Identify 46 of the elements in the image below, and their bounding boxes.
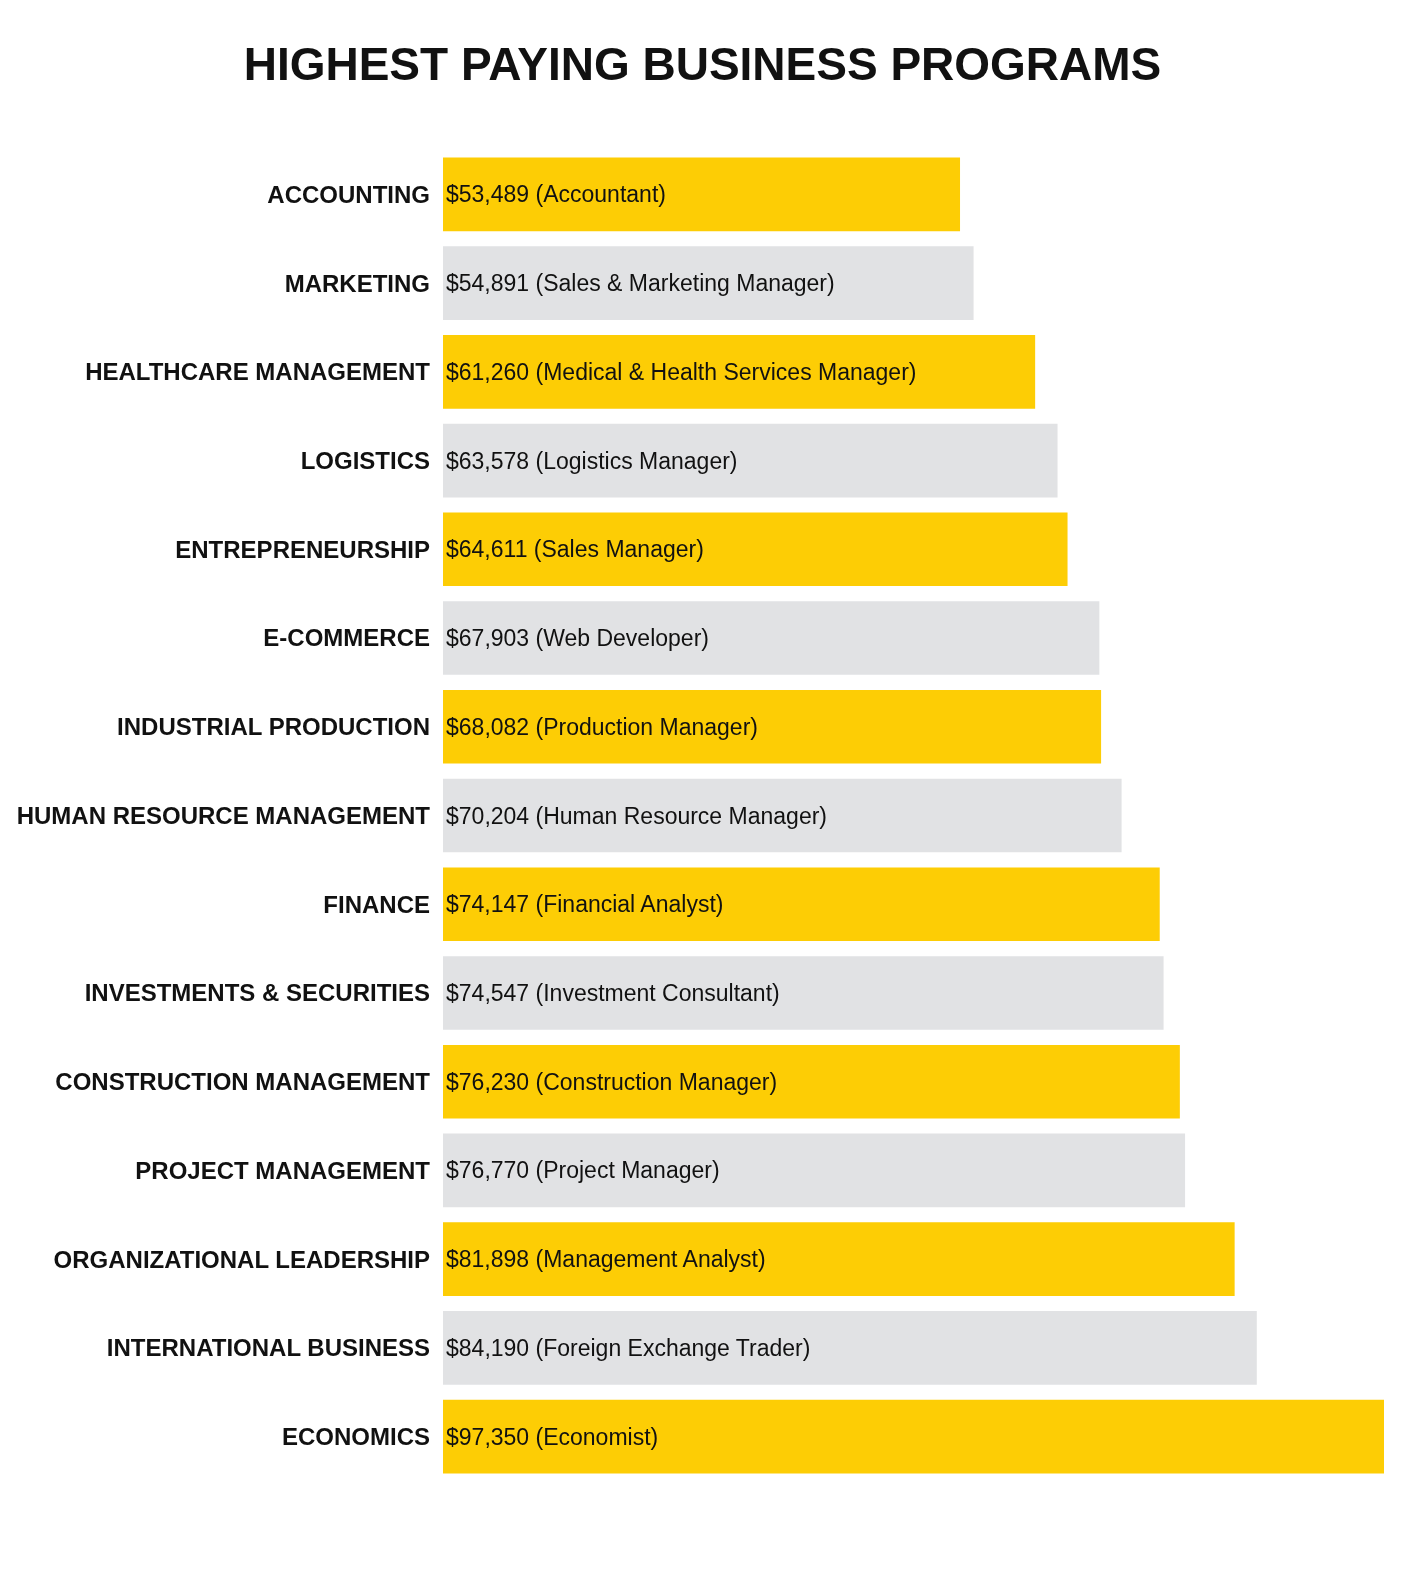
bar xyxy=(443,1222,1235,1296)
bar xyxy=(443,867,1160,942)
bar xyxy=(443,335,1036,409)
y-tick-label: ENTREPRENEURSHIP xyxy=(175,535,430,563)
bar xyxy=(443,423,1058,498)
bar xyxy=(443,601,1100,675)
data-label: $74,547 (Investment Consultant) xyxy=(446,979,780,1006)
y-tick-label: LOGISTICS xyxy=(300,446,430,474)
data-label: $68,082 (Production Manager) xyxy=(446,713,758,740)
data-label: $61,260 (Medical & Health Services Manager) xyxy=(446,358,917,385)
y-tick-label: INVESTMENTS & SECURITIES xyxy=(84,979,430,1007)
bar xyxy=(443,778,1122,853)
data-label: $76,230 (Construction Manager) xyxy=(446,1068,778,1095)
data-label: $54,891 (Sales & Marketing Manager) xyxy=(446,270,835,297)
data-label: $70,204 (Human Resource Manager) xyxy=(446,802,827,829)
data-label: $84,190 (Foreign Exchange Trader) xyxy=(446,1334,811,1361)
data-label: $53,489 (Accountant) xyxy=(446,181,666,208)
y-tick-label: CONSTRUCTION MANAGEMENT xyxy=(55,1068,431,1096)
bar xyxy=(443,246,974,320)
bar xyxy=(443,1133,1186,1208)
y-tick-label: ORGANIZATIONAL LEADERSHIP xyxy=(53,1245,430,1273)
y-tick-label: FINANCE xyxy=(323,890,430,918)
bar xyxy=(443,1399,1384,1474)
y-tick-label: PROJECT MANAGEMENT xyxy=(135,1156,431,1184)
y-tick-label: INTERNATIONAL BUSINESS xyxy=(106,1334,430,1362)
bar xyxy=(443,1311,1257,1385)
bar xyxy=(443,956,1164,1030)
bar xyxy=(443,157,961,232)
data-label: $97,350 (Economist) xyxy=(446,1423,659,1450)
data-label: $67,903 (Web Developer) xyxy=(446,625,709,652)
bar xyxy=(443,689,1102,764)
y-tick-label: INDUSTRIAL PRODUCTION xyxy=(117,713,430,741)
y-tick-label: E-COMMERCE xyxy=(263,624,430,652)
data-label: $63,578 (Logistics Manager) xyxy=(446,447,738,474)
chart-title: HIGHEST PAYING BUSINESS PROGRAMS xyxy=(243,37,1162,90)
y-tick-label: ECONOMICS xyxy=(281,1423,430,1451)
y-tick-label: HEALTHCARE MANAGEMENT xyxy=(85,358,431,386)
y-tick-label: HUMAN RESOURCE MANAGEMENT xyxy=(16,801,431,829)
y-tick-label: MARKETING xyxy=(284,269,430,297)
bar xyxy=(443,512,1068,587)
bar xyxy=(443,1044,1180,1119)
data-label: $76,770 (Project Manager) xyxy=(446,1157,720,1184)
data-label: $64,611 (Sales Manager) xyxy=(446,536,704,563)
data-label: $74,147 (Financial Analyst) xyxy=(446,891,724,918)
data-label: $81,898 (Management Analyst) xyxy=(446,1246,766,1273)
y-tick-label: ACCOUNTING xyxy=(267,180,430,208)
